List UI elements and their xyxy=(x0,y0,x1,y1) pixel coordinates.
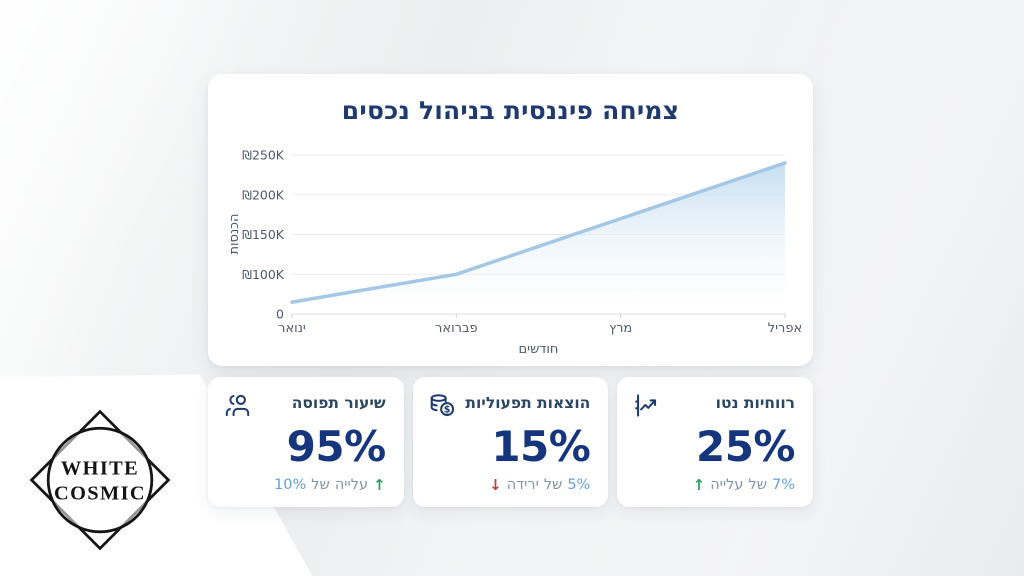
x-axis-title: חודשים xyxy=(519,342,559,357)
logo-circle xyxy=(46,426,154,534)
y-tick-label: ₪100K xyxy=(242,267,285,282)
change-token: 5% xyxy=(567,477,591,493)
down-arrow-icon: ↓ xyxy=(489,476,502,494)
change-token: של xyxy=(311,477,330,493)
kpi-value: 15% xyxy=(491,422,591,471)
kpi-title: שיעור תפוסה xyxy=(291,394,386,412)
trend-chart-icon xyxy=(633,392,660,419)
revenue-chart-card: צמיחה פיננסית בניהול נכסים 0 ₪100K ₪150K ₪2… xyxy=(208,74,813,366)
svg-text:$: $ xyxy=(443,405,450,416)
change-token: עלייה xyxy=(334,477,369,493)
kpi-value: 95% xyxy=(286,422,387,471)
users-icon xyxy=(224,392,251,419)
kpi-card-occupancy-rate: שיעור תפוסה 95% 10% של עלייה ↑ xyxy=(208,377,404,507)
kpi-cards-row: שיעור תפוסה 95% 10% של עלייה ↑ $ הוצאות תפע… xyxy=(208,377,814,507)
logo-text-line2: COSMIC xyxy=(54,482,146,504)
white-cosmic-logo: WHITE COSMIC xyxy=(29,409,171,551)
up-arrow-icon: ↑ xyxy=(373,476,386,494)
kpi-change: ↓ ירידה של 5% xyxy=(429,476,591,494)
kpi-card-header: רווחיות נטו xyxy=(633,392,795,419)
change-token: עלייה xyxy=(710,477,744,493)
x-tick-label: ינואר xyxy=(278,321,306,336)
kpi-title: רווחיות נטו xyxy=(715,394,796,412)
chart-title: צמיחה פיננסית בניהול נכסים xyxy=(341,96,680,125)
x-tick-label: אפריל xyxy=(768,321,802,336)
up-arrow-icon: ↑ xyxy=(692,476,706,494)
kpi-card-header: $ הוצאות תפעוליות xyxy=(429,392,591,419)
change-token: של xyxy=(543,477,563,493)
kpi-card-header: שיעור תפוסה xyxy=(224,392,386,419)
area-fill xyxy=(292,163,785,314)
y-tick-label: ₪200K xyxy=(242,187,285,202)
y-tick-label: ₪150K xyxy=(242,227,285,242)
kpi-value: 25% xyxy=(695,422,796,471)
kpi-title: הוצאות תפעוליות xyxy=(465,394,591,412)
change-token: 10% xyxy=(274,477,307,493)
change-token: ירידה xyxy=(506,477,539,493)
kpi-change: 10% של עלייה ↑ xyxy=(224,476,386,494)
y-tick-label: ₪250K xyxy=(242,148,285,163)
change-token: של xyxy=(748,477,767,493)
coins-icon: $ xyxy=(429,392,456,419)
y-tick-label: 0 xyxy=(276,307,284,322)
x-tick-label: פברואר xyxy=(435,321,478,336)
change-token: 7% xyxy=(772,477,796,493)
kpi-change: ↑ עלייה של 7% xyxy=(633,476,795,494)
revenue-line xyxy=(290,161,787,304)
logo-text-line1: WHITE xyxy=(61,457,139,479)
kpi-card-net-profitability: רווחיות נטו 25% ↑ עלייה של 7% xyxy=(617,377,814,507)
y-axis-title: הכנסות xyxy=(227,213,242,254)
x-tick-label: מרץ xyxy=(609,321,632,336)
revenue-area-chart: 0 ₪100K ₪150K ₪200K ₪250K ינואר פברואר מרץ אפריל… xyxy=(227,148,802,358)
kpi-card-operating-expenses: $ הוצאות תפעוליות 15% ↓ ירידה של 5% xyxy=(412,377,609,507)
